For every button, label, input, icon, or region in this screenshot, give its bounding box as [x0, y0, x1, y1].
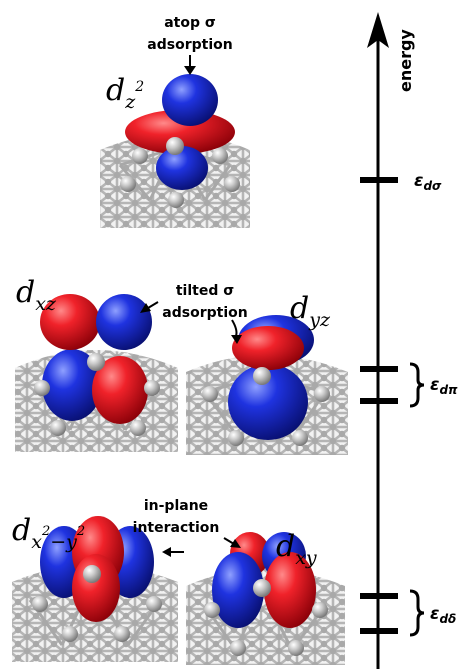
- metal-atom: [204, 602, 220, 618]
- metal-atom: [132, 148, 148, 164]
- metal-atom: [228, 430, 244, 446]
- annotation-tilted-line2: adsorption: [162, 305, 247, 321]
- cluster-dxy: [186, 532, 345, 665]
- metal-atom: [62, 626, 78, 642]
- level-sigma-label: εdσ: [414, 171, 442, 193]
- level-pi-label: εdπ: [430, 375, 458, 397]
- annotation-tilted-line1: tilted σ: [176, 283, 234, 299]
- arrow-atop: [184, 55, 196, 75]
- metal-atom: [212, 148, 228, 164]
- metal-atom: [130, 420, 146, 436]
- orbital-lobe-blue-front: [212, 552, 264, 628]
- metal-atom: [292, 430, 308, 446]
- orbital-lobe-blue-lower: [156, 146, 208, 190]
- level-pi-brace: [409, 362, 425, 408]
- annotation-atop-line2: adsorption: [147, 37, 232, 53]
- arrow-inplane-right: [223, 537, 241, 548]
- label-dx2-y2: dx2−y2: [12, 513, 85, 553]
- label-dyz: dyz: [290, 291, 331, 331]
- level-sigma-tick: [360, 177, 398, 183]
- cluster-dxz: [15, 294, 178, 452]
- metal-atom: [87, 353, 105, 371]
- orbital-lobe-red-upper: [40, 294, 100, 350]
- metal-atom: [50, 420, 66, 436]
- metal-atom: [202, 386, 218, 402]
- annotation-inplane-line1: in-plane: [144, 498, 208, 514]
- metal-atom: [168, 192, 184, 208]
- label-dz2: dz2: [106, 73, 144, 113]
- metal-atom: [34, 380, 50, 396]
- metal-atom: [288, 640, 304, 656]
- label-dxz: dxz: [16, 275, 57, 315]
- metal-atom: [253, 579, 271, 597]
- annotation-atop-line1: atop σ: [164, 15, 216, 31]
- energy-axis-label: energy: [396, 29, 415, 92]
- orbital-lobe-blue-upper: [96, 294, 152, 350]
- cluster-dz2: [100, 74, 250, 228]
- metal-atom: [144, 380, 160, 396]
- label-dxy: dxy: [276, 529, 317, 569]
- metal-atom: [230, 640, 246, 656]
- orbital-lobe-blue: [228, 364, 308, 440]
- metal-atom: [32, 596, 48, 612]
- level-delta-tick-upper: [360, 593, 398, 599]
- orbital-lobe-red-front: [264, 552, 316, 628]
- metal-atom: [314, 386, 330, 402]
- metal-atom: [146, 596, 162, 612]
- arrow-tilted-left: [140, 301, 159, 313]
- arrow-inplane-left: [162, 547, 184, 557]
- metal-atom: [114, 626, 130, 642]
- metal-atom: [224, 176, 240, 192]
- level-delta-label: εdδ: [430, 604, 456, 626]
- metal-atom: [120, 176, 136, 192]
- orbital-lobe-red: [232, 326, 304, 370]
- orbital-lobe-red-front: [72, 554, 120, 622]
- cluster-dyz: [186, 315, 348, 455]
- annotation-inplane-line2: interaction: [133, 520, 220, 536]
- energy-axis-arrowhead: [367, 12, 389, 48]
- metal-atom: [312, 602, 328, 618]
- orbital-lobe-blue-upper: [162, 74, 218, 126]
- orbital-lobe-red-lower: [92, 356, 148, 424]
- energy-axis: [367, 12, 389, 669]
- arrow-tilted-right: [231, 319, 242, 344]
- orbital-lobe-blue-lower: [42, 349, 102, 421]
- orbital-torus-red: [125, 110, 235, 154]
- level-delta-tick-lower: [360, 628, 398, 634]
- metal-atom: [83, 565, 101, 583]
- level-pi-tick-upper: [360, 366, 398, 372]
- metal-atom: [166, 137, 184, 155]
- cluster-dx2-y2: [12, 516, 178, 662]
- level-delta-brace: [409, 589, 425, 637]
- level-pi-tick-lower: [360, 398, 398, 404]
- metal-atom: [253, 367, 271, 385]
